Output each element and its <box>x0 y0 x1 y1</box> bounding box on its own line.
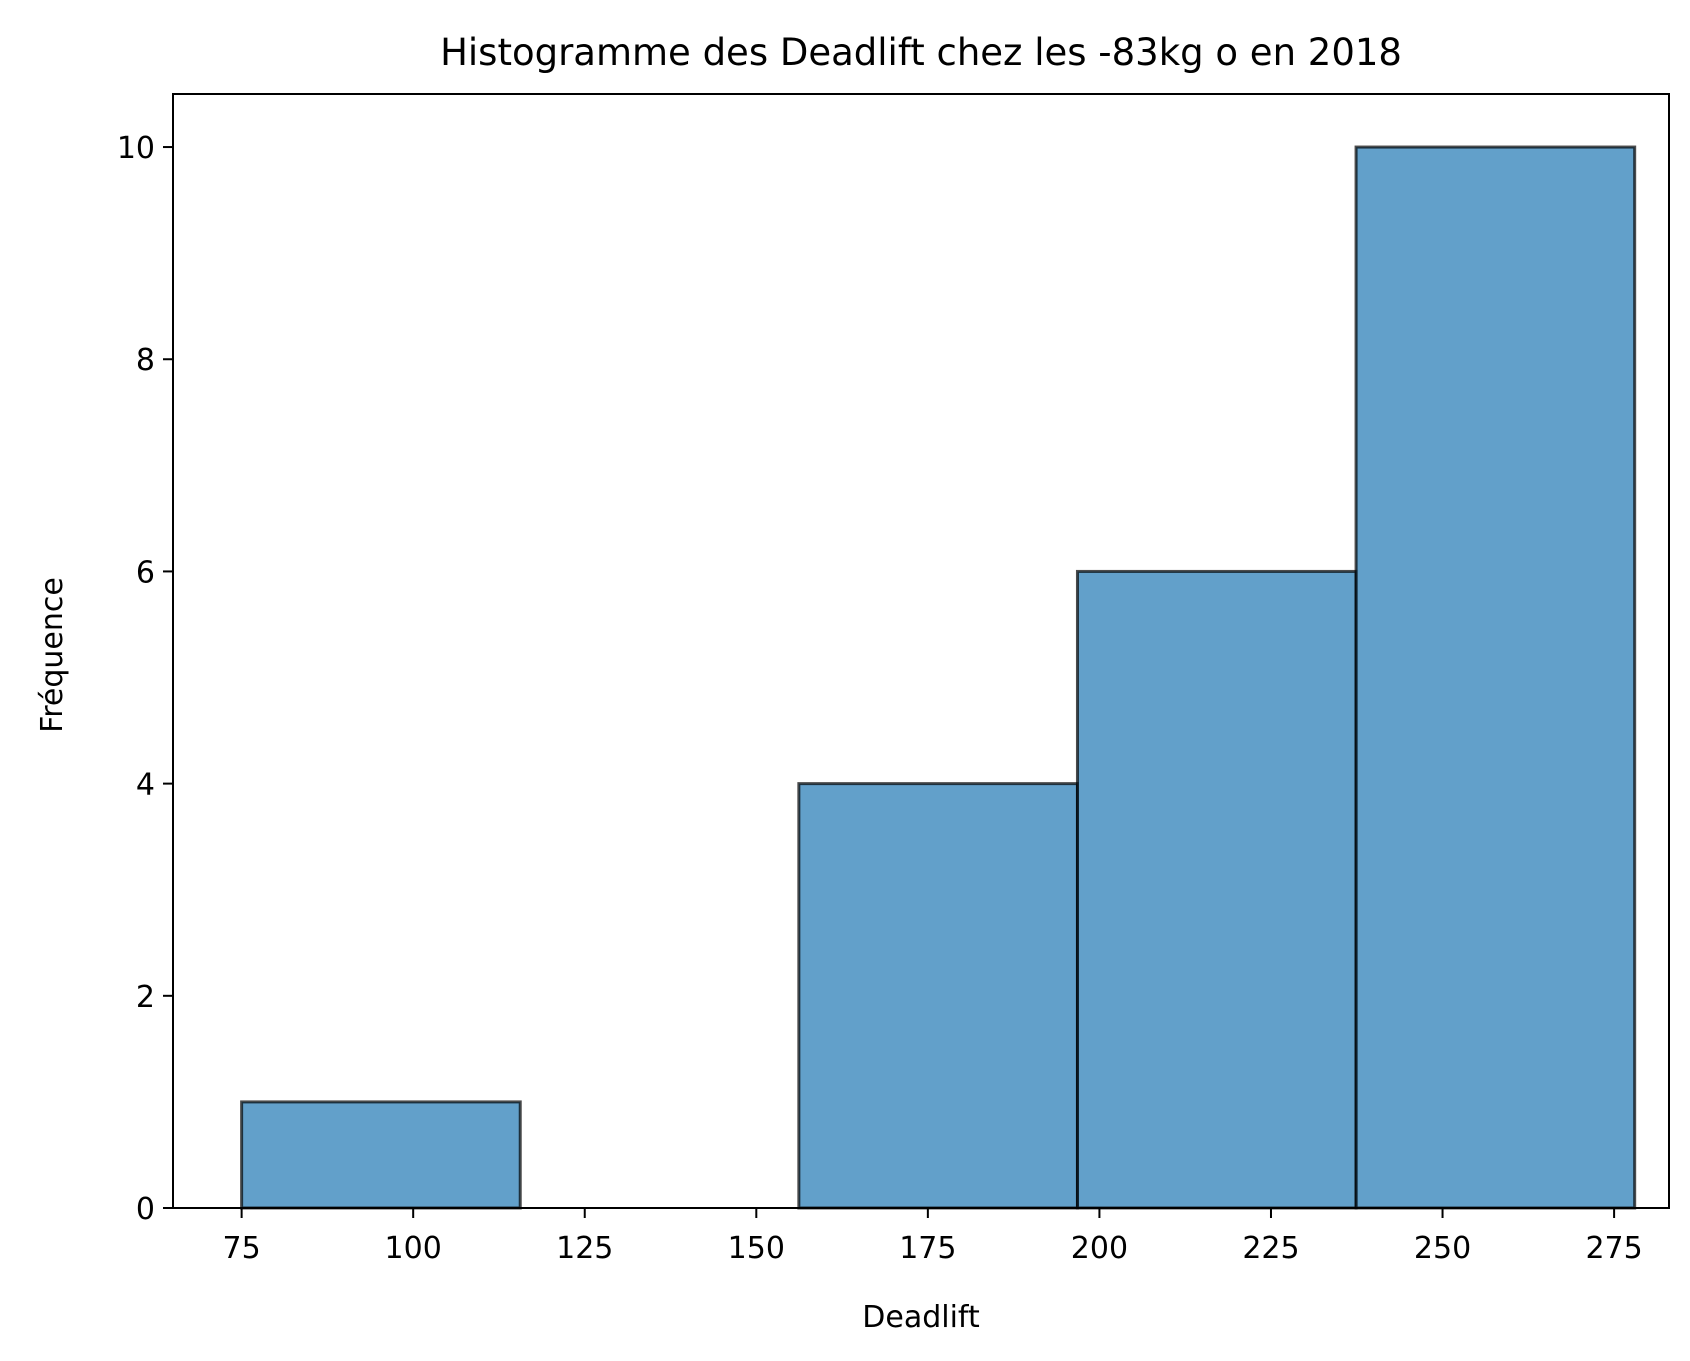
y-tick-label: 6 <box>136 555 155 590</box>
x-tick-label: 225 <box>1242 1231 1299 1266</box>
y-tick-label: 8 <box>136 343 155 378</box>
histogram-bar <box>797 782 1079 1210</box>
y-axis-label: Fréquence <box>35 577 70 733</box>
chart-title: Histogramme des Deadlift chez les -83kg … <box>440 31 1402 74</box>
histogram-bar <box>240 1100 522 1210</box>
y-tick-label: 4 <box>136 768 155 803</box>
y-tick-label: 10 <box>117 131 155 166</box>
x-axis: 75 100 125 150 175 200 225 250 275 <box>223 1208 1643 1266</box>
y-tick-label: 2 <box>136 980 155 1015</box>
x-axis-label: Deadlift <box>862 1300 980 1335</box>
x-tick-label: 125 <box>556 1231 613 1266</box>
x-tick-label: 200 <box>1071 1231 1128 1266</box>
histogram-bars <box>240 145 1637 1210</box>
y-tick-label: 0 <box>136 1192 155 1227</box>
x-tick-label: 150 <box>728 1231 785 1266</box>
histogram-bar <box>1354 145 1637 1210</box>
x-tick-label: 175 <box>899 1231 956 1266</box>
x-tick-label: 250 <box>1414 1231 1471 1266</box>
x-tick-label: 275 <box>1585 1231 1642 1266</box>
y-axis: 0 2 4 6 8 10 <box>117 131 173 1227</box>
x-tick-label: 100 <box>385 1231 442 1266</box>
plot-frame <box>172 93 1670 1209</box>
histogram-bar <box>1075 569 1358 1210</box>
plot-area <box>172 93 1670 1210</box>
x-tick-label: 75 <box>223 1231 261 1266</box>
